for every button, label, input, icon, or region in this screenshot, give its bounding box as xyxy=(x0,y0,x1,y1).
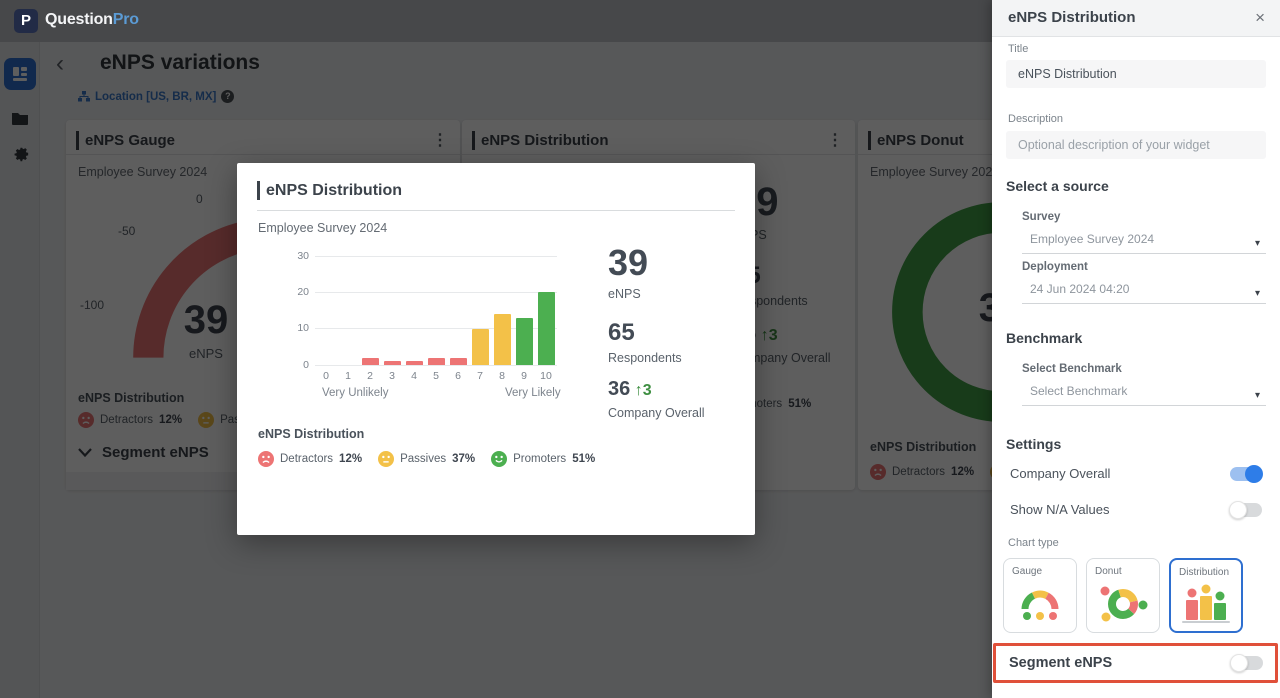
x-tick-1: 1 xyxy=(345,370,351,382)
x-tick-7: 7 xyxy=(477,370,483,382)
title-accent xyxy=(257,181,260,200)
survey-value: Employee Survey 2024 xyxy=(1030,232,1155,246)
x-tick-4: 4 xyxy=(411,370,417,382)
chevron-down-icon: ▾ xyxy=(1254,238,1260,249)
y-tick-0: 0 xyxy=(303,359,309,371)
x-tick-2: 2 xyxy=(367,370,373,382)
brand-wordmark[interactable]: QuestionPro xyxy=(45,11,139,29)
x-tick-3: 3 xyxy=(389,370,395,382)
deployment-label: Deployment xyxy=(1022,261,1088,273)
widget-settings-panel: eNPS Distribution × Title Description Se… xyxy=(992,0,1280,698)
chart-type-label: Chart type xyxy=(1008,537,1059,549)
stat-enps: 39 xyxy=(608,242,649,283)
benchmark-heading: Benchmark xyxy=(1006,330,1083,346)
bar-8 xyxy=(493,314,511,365)
chart-type-donut-label: Donut xyxy=(1095,566,1122,577)
y-tick-20: 20 xyxy=(297,286,309,298)
segment-enps-label: Segment eNPS xyxy=(1009,655,1113,671)
description-field-label: Description xyxy=(1008,113,1064,125)
bar-9 xyxy=(515,318,533,365)
distribution-bar-chart: 30 20 10 0 xyxy=(297,250,557,371)
y-tick-30: 30 xyxy=(297,250,309,262)
deployment-value: 24 Jun 2024 04:20 xyxy=(1030,282,1130,296)
stat-benchmark: 36 xyxy=(608,378,631,400)
chart-type-gauge[interactable]: Gauge xyxy=(1003,558,1077,633)
modal-stats: 39 eNPS 65 Respondents 36 ↑3 Company Ove… xyxy=(608,242,705,421)
panel-title: eNPS Distribution xyxy=(1008,9,1136,26)
survey-select[interactable]: Employee Survey 2024 ▾ xyxy=(1022,228,1266,254)
chart-type-distribution[interactable]: Distribution xyxy=(1169,558,1243,633)
benchmark-value: Select Benchmark xyxy=(1030,384,1128,398)
questionpro-logo-icon[interactable]: P xyxy=(14,9,38,33)
modal-subtitle: Employee Survey 2024 xyxy=(258,221,388,235)
stat-respondents: 65 xyxy=(608,319,635,346)
x-tick-10: 10 xyxy=(540,370,552,382)
gauge-mini-icon xyxy=(1021,590,1059,620)
frown-face-icon xyxy=(258,451,274,467)
show-na-toggle[interactable] xyxy=(1229,501,1262,519)
stat-enps-label: eNPS xyxy=(608,287,641,301)
x-tick-0: 0 xyxy=(323,370,329,382)
bar-3 xyxy=(383,361,401,365)
smile-face-icon xyxy=(491,451,508,467)
x-axis-left-caption: Very Unlikely xyxy=(322,387,389,399)
y-tick-10: 10 xyxy=(297,322,309,334)
brand-question: Question xyxy=(45,11,113,28)
bar-10 xyxy=(537,292,555,365)
divider xyxy=(257,210,735,211)
show-na-label: Show N/A Values xyxy=(1010,502,1110,517)
stat-benchmark-delta: 3 xyxy=(642,382,652,399)
x-tick-8: 8 xyxy=(499,370,505,382)
bar-4 xyxy=(405,361,423,365)
company-overall-label: Company Overall xyxy=(1010,466,1111,481)
bar-6 xyxy=(449,358,467,365)
neutral-face-icon xyxy=(378,451,395,467)
x-tick-6: 6 xyxy=(455,370,461,382)
donut-mini-icon xyxy=(1100,586,1148,622)
x-axis-right-caption: Very Likely xyxy=(505,387,561,399)
stat-benchmark-label: Company Overall xyxy=(608,406,705,420)
description-input[interactable] xyxy=(1006,131,1266,159)
chevron-down-icon: ▾ xyxy=(1254,390,1260,401)
title-field-label: Title xyxy=(1008,43,1029,55)
benchmark-label: Select Benchmark xyxy=(1022,363,1122,375)
chart-type-gauge-label: Gauge xyxy=(1012,566,1043,577)
x-tick-5: 5 xyxy=(433,370,439,382)
x-tick-9: 9 xyxy=(521,370,527,382)
segment-enps-toggle[interactable] xyxy=(1230,654,1263,672)
stat-respondents-label: Respondents xyxy=(608,351,682,365)
chevron-down-icon: ▾ xyxy=(1254,288,1260,299)
source-heading: Select a source xyxy=(1006,178,1109,194)
chart-type-distribution-label: Distribution xyxy=(1179,567,1230,578)
settings-heading: Settings xyxy=(1006,436,1062,452)
brand-pro: Pro xyxy=(112,11,139,28)
up-arrow-icon: ↑ xyxy=(634,382,643,399)
enps-distribution-modal: eNPS Distribution Employee Survey 2024 3… xyxy=(237,163,755,535)
bar-5 xyxy=(427,358,445,365)
close-icon[interactable]: × xyxy=(1255,8,1265,27)
distribution-label: eNPS Distribution xyxy=(258,427,365,441)
x-axis-ticks: 0 1 2 3 4 5 6 7 8 9 10 xyxy=(315,370,557,382)
modal-title: eNPS Distribution xyxy=(266,182,403,199)
panel-header: eNPS Distribution × xyxy=(992,0,1280,37)
survey-label: Survey xyxy=(1022,211,1061,223)
distribution-mini-icon xyxy=(1182,584,1230,623)
bar-7 xyxy=(471,329,489,365)
chart-type-donut[interactable]: Donut xyxy=(1086,558,1160,633)
segment-enps-highlight: Segment eNPS xyxy=(993,643,1278,683)
deployment-select[interactable]: 24 Jun 2024 04:20 ▾ xyxy=(1022,278,1266,304)
bar-2 xyxy=(361,358,379,365)
company-overall-toggle[interactable] xyxy=(1230,465,1263,483)
title-input[interactable] xyxy=(1006,60,1266,88)
benchmark-select[interactable]: Select Benchmark ▾ xyxy=(1022,380,1266,406)
